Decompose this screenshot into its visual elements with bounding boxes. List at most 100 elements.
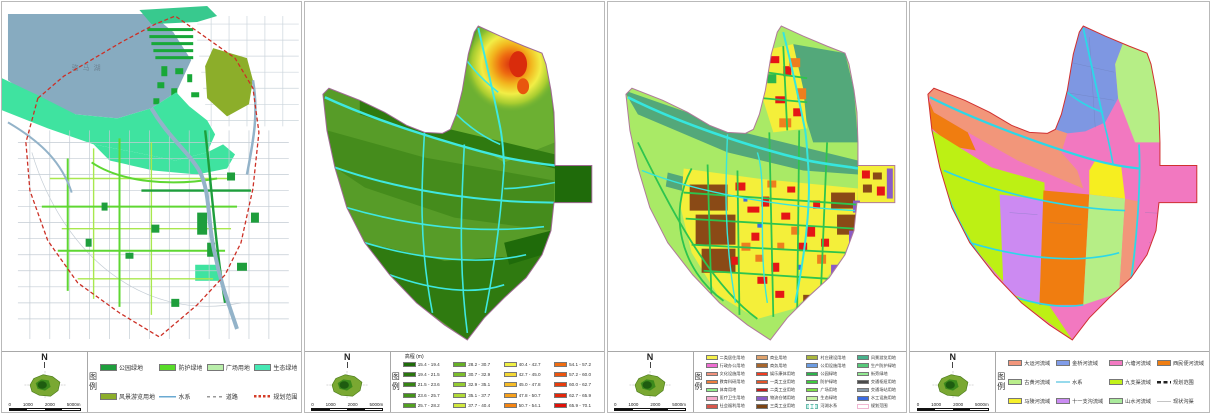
- legend-label: 60.0 - 62.7: [569, 382, 592, 388]
- legend-label: 体育用地: [719, 387, 737, 393]
- legend-swatch: [755, 363, 768, 368]
- locator-thumbnail: [932, 371, 974, 400]
- lake-label: 骆马湖: [72, 63, 105, 72]
- legend-item: 医疗卫生用地: [705, 395, 752, 402]
- legend-item: 风景游览用地: [856, 354, 903, 361]
- legend-item: 山水河流域: [1109, 392, 1153, 410]
- legend-label: 古黄河流域: [1024, 379, 1051, 386]
- legend-item: 现状沟渠: [1156, 392, 1206, 410]
- legend-swatch: [705, 355, 718, 360]
- legend-item: 商务用地: [755, 362, 802, 369]
- planning-boundary: [25, 15, 260, 338]
- legend-label: 23.6 - 25.7: [417, 392, 440, 398]
- legend-swatch: [755, 404, 768, 409]
- legend-item: 马陵河流域: [1008, 392, 1052, 410]
- legend-label: 公园绿地: [119, 366, 144, 373]
- planning-boundary: [624, 25, 895, 341]
- legend-item: 道路: [206, 383, 250, 411]
- legend-item: 广场用地: [806, 387, 852, 394]
- panel-elevation-map: N 0 1000 2000 5000m 图例 高程 (m) 15.4: [303, 1, 605, 413]
- legend-label: 风景游览用地: [119, 394, 156, 401]
- legend-swatch: [402, 402, 416, 408]
- legend-label: 19.4 - 21.5: [417, 372, 440, 378]
- legend-label: 物流仓储用地: [769, 395, 796, 401]
- legend-items: 二类居住用地 行政办公用地 文化设施用地 教育科研用地 体育用地 医疗卫生用地 社会福利用地…: [705, 354, 904, 410]
- legend-item: 防护绿地: [159, 354, 202, 382]
- legend-label: 62.7 - 65.9: [569, 392, 592, 398]
- legend-item: 47.8 - 50.7: [503, 391, 550, 400]
- legend-swatch: [100, 392, 117, 400]
- legend-item: 教育科研用地: [705, 378, 752, 385]
- legend-label: 风景游览用地: [870, 354, 896, 360]
- legend-label: 现状沟渠: [1172, 398, 1194, 405]
- legend-label: 三类工业用地: [769, 403, 796, 409]
- legend-label: 道路: [225, 394, 238, 401]
- locator-thumbnail: [326, 371, 368, 400]
- legend-swatch: [453, 362, 467, 368]
- legend-swatch: [453, 392, 467, 398]
- legend-label: 医疗卫生用地: [719, 395, 745, 401]
- legend-item: 物流仓储用地: [755, 395, 802, 402]
- legend-swatch: [856, 387, 869, 393]
- panel-green-space-plan: 骆马湖: [1, 1, 302, 413]
- locator-thumbnail: [23, 371, 66, 400]
- legend-swatch: [1008, 360, 1023, 366]
- legend-item: 25.7 - 28.2: [402, 401, 449, 410]
- legend-label: 15.4 - 19.4: [417, 362, 440, 368]
- legend-swatch: [453, 402, 467, 408]
- panel-land-use-map: N 0 1000 2000 5000m 图例 二类居住用地 行政办公用地 文化设施用地 教育: [606, 1, 908, 413]
- legend-item: 古黄河流域: [1008, 373, 1052, 391]
- legend-item: 广场用地: [206, 354, 250, 382]
- legend-label: 金桥河流域: [1072, 360, 1099, 367]
- scale-bar: 0 1000 2000 5000m: [614, 402, 686, 411]
- legend-item: 河湖水系: [806, 403, 852, 410]
- legend-item: 公园绿地: [806, 370, 852, 377]
- legend-label: 65.9 - 70.1: [569, 402, 592, 408]
- legend-swatch: [705, 396, 718, 401]
- legend-swatch: [856, 379, 869, 385]
- legend-swatch: [806, 404, 819, 409]
- north-arrow: N: [41, 353, 48, 368]
- legend-label: 生态绿地: [820, 395, 838, 401]
- legend-swatch: [705, 379, 718, 385]
- legend-label: 水系: [1072, 379, 1083, 386]
- legend-label: 防护绿地: [820, 378, 838, 384]
- planning-boundary: [927, 25, 1198, 341]
- legend-item: 60.0 - 62.7: [554, 380, 600, 389]
- legend-item: 生产防护绿地: [856, 362, 903, 369]
- legend-swatch: [705, 387, 718, 393]
- legend-title: 图例: [391, 372, 400, 391]
- legend-swatch: [159, 392, 177, 400]
- legend-swatch: [554, 392, 568, 398]
- legend-item: 37.7 - 40.4: [453, 401, 499, 410]
- map-locator: N 0 1000 2000 5000m: [910, 352, 997, 412]
- legend-swatch: [755, 379, 768, 385]
- legend-bar: N 0 1000 2000 5000m 图例 高程 (m) 15.4: [304, 351, 604, 412]
- legend-item: 公园绿地: [100, 354, 155, 382]
- legend-label: 水系: [178, 394, 191, 401]
- legend-item: 生态绿地: [254, 354, 297, 382]
- legend-label: 一类工业用地: [769, 378, 796, 384]
- scenic-area: [205, 48, 253, 117]
- legend-swatch: [705, 371, 718, 377]
- legend-item: 二类工业用地: [755, 387, 802, 394]
- legend-swatch: [856, 396, 869, 401]
- lake-area: [7, 14, 192, 119]
- legend-item: 42.7 - 45.0: [503, 370, 550, 379]
- elevation-map-image: [304, 2, 604, 351]
- legend-swatch: [806, 371, 819, 377]
- legend-item: 50.7 - 54.1: [503, 401, 550, 410]
- legend-label: 娱乐康体用地: [769, 370, 796, 376]
- legend-label: 教育科研用地: [719, 378, 745, 384]
- legend-swatch: [159, 364, 177, 372]
- legend-swatch: [1156, 360, 1171, 366]
- legend-label: 马陵河流域: [1024, 398, 1051, 405]
- legend-swatch: [554, 402, 568, 408]
- legend-swatch: [806, 355, 819, 360]
- legend-label: 河湖水系: [820, 403, 838, 409]
- legend-label: 57.2 - 60.0: [569, 372, 592, 378]
- basin-blue-zone: [1055, 26, 1124, 134]
- river-basin-map-image: [910, 2, 1209, 351]
- legend-label: 交通场站用地: [870, 387, 896, 393]
- legend-swatch: [1156, 379, 1171, 385]
